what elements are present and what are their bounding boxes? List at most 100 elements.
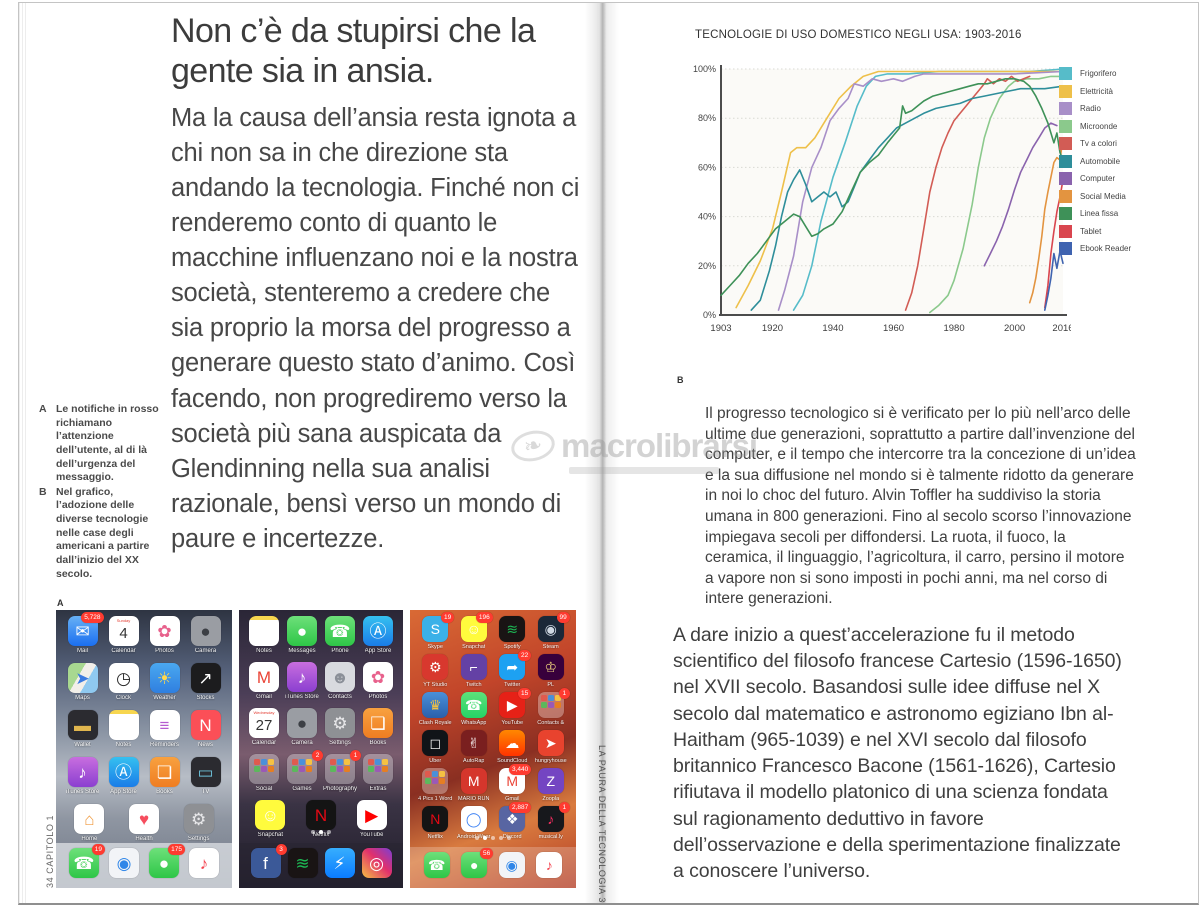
legend-swatch xyxy=(1059,242,1072,255)
app-label: Spotify xyxy=(503,644,521,650)
plot-background xyxy=(721,69,1063,315)
settings-icon-glyph: ⚙ xyxy=(191,809,207,829)
app-label: Wallet xyxy=(74,742,91,748)
app-row: ⚙ YT Studio ⌐ Twitch ➦ 22 Twitter ♔ PL xyxy=(416,650,571,692)
x-tick-label: 1980 xyxy=(943,323,964,334)
maps-icon-glyph: ➤ xyxy=(75,668,90,688)
computer-line xyxy=(983,122,1058,267)
camera-app-icon: ● xyxy=(190,616,221,646)
spotify-app-icon: ≋ xyxy=(287,848,318,878)
notes-app: Notes xyxy=(245,616,283,662)
app-store-app-icon: Ⓐ xyxy=(363,616,393,646)
steam-app-icon: ◉ 99 xyxy=(537,612,570,642)
iphone-c-screenshot: S 19 Skype ☺ 196 Snapchat ≋ Spotify ◉ 99 Steam ⚙ YT … xyxy=(410,610,576,888)
android-wear-app: ◯ Android Wear xyxy=(455,806,494,844)
right-body-small: Il progresso tecnologico si è verificato… xyxy=(705,405,1136,608)
app-row: ✉ 5,728 Mail Sunday 4 Calendar ✿ Photos ● Camera xyxy=(62,612,226,663)
safari-app-icon: ◉ xyxy=(498,852,525,878)
app-label: Discord xyxy=(502,834,522,840)
steam-icon-glyph: ◉ xyxy=(544,621,557,637)
app-label: Health xyxy=(135,836,153,842)
zoopla-icon-glyph: Z xyxy=(546,773,556,789)
games-app: 2 Games xyxy=(283,750,323,800)
page-edge xyxy=(19,3,26,903)
app-label: Steam xyxy=(542,644,559,650)
app-row: ♪ iTunes Store Ⓐ App Store ❏ Books ▭ TV xyxy=(62,757,226,804)
y-tick-label: 100% xyxy=(693,64,716,74)
folder-preview xyxy=(368,759,388,779)
app-label: Phone xyxy=(331,648,349,654)
gmail-icon-glyph: M xyxy=(506,773,519,789)
notification-badge: 175 xyxy=(168,844,185,855)
soundcloud-app-icon: ☁ xyxy=(499,730,526,756)
notes-app-icon xyxy=(249,616,279,646)
legend-label: Radio xyxy=(1080,104,1101,113)
spotify-app-icon: ≋ xyxy=(499,616,526,642)
messages-icon-glyph: ● xyxy=(470,857,479,873)
app-row: ⌂ Home ♥ Health ⚙ Settings xyxy=(62,804,226,851)
app-label: Notes xyxy=(115,742,132,748)
steam-app: ◉ 99 Steam xyxy=(532,612,571,654)
legend-label: Linea fissa xyxy=(1080,209,1119,218)
app-label: Social xyxy=(255,786,273,792)
legend-label: Microonde xyxy=(1080,121,1118,131)
home-icon-glyph: ⌂ xyxy=(84,809,95,829)
app-row: N Netflix ◯ Android Wear ❖ 2,887 Discord ♪ 1 musi… xyxy=(416,802,571,844)
app-label: Zoopla xyxy=(542,796,560,802)
notification-badge: 99 xyxy=(556,612,570,623)
legend-swatch xyxy=(1059,224,1072,238)
app-label: musical.ly xyxy=(538,834,563,840)
calendar-day-name: Sunday xyxy=(116,618,131,623)
photos-app-icon: ✿ xyxy=(149,616,180,646)
netflix-app-icon: N xyxy=(306,800,336,830)
legend-label: Ebook Reader xyxy=(1080,244,1132,253)
netflix-app: N Netflix xyxy=(296,800,347,846)
music-icon-glyph: ♪ xyxy=(199,853,209,873)
zoopla-app: Z Zoopla xyxy=(532,768,571,806)
4-pics-1-word-app-icon xyxy=(422,768,449,794)
safari-icon-glyph: ◉ xyxy=(505,857,518,873)
folder-preview xyxy=(425,771,446,791)
musical-ly-app: ♪ 1 musical.ly xyxy=(532,802,571,844)
pl-app: ♔ PL xyxy=(532,654,571,692)
mail-app: ✉ 5,728 Mail xyxy=(62,612,104,663)
contacts-app-icon: 1 xyxy=(537,688,570,718)
music-app-icon: ♪ xyxy=(189,848,219,878)
app-label: Extras xyxy=(369,786,387,792)
spotify-app: ≋Spotify xyxy=(284,848,321,878)
chart-legend: Frigorifero Elettricità Radio Microonde Tv a… xyxy=(1059,67,1131,255)
maps-app-icon: ➤ xyxy=(67,663,98,693)
youtube-app: ▶ 15 YouTube xyxy=(493,688,532,730)
calendar-app-icon: Sunday 4 xyxy=(108,616,139,646)
itunes-store-app-icon: ♪ xyxy=(67,757,98,787)
legend-swatch xyxy=(1059,84,1072,98)
contacts-app: ☻ Contacts xyxy=(321,662,359,708)
phone-icon-glyph: ☎ xyxy=(329,621,351,641)
app-label: Settings xyxy=(329,740,351,746)
social-app-icon xyxy=(249,754,279,784)
left-body-text: Ma la causa dell’ansia resta ignota a ch… xyxy=(171,104,580,553)
safari-icon-glyph: ◉ xyxy=(116,853,132,873)
book-photo-frame: Non c’è da stupirsi che la gente sia in … xyxy=(18,2,1199,905)
reminders-app: ≡ Reminders xyxy=(144,710,185,757)
messages-app: ●175Messages xyxy=(144,844,185,878)
x-tick-label: 2016 xyxy=(1052,323,1071,334)
safari-app-icon: ◉ xyxy=(109,848,139,878)
stocks-app: ↗ Stocks xyxy=(185,663,226,710)
clock-app-icon: ◷ xyxy=(108,663,139,693)
iphone-screenshots: ✉ 5,728 Mail Sunday 4 Calendar ✿ Photos ● Camera ➤… xyxy=(56,610,576,888)
folder-preview xyxy=(330,759,350,779)
tv-app-icon: ▭ xyxy=(190,757,221,787)
calendar-day-name: Wednesday xyxy=(253,710,275,715)
legend-label: Social Media xyxy=(1080,191,1126,201)
netflix-app-icon: N xyxy=(422,806,449,832)
netflix-app: N Netflix xyxy=(416,806,455,844)
app-row: 4 Pics 1 Word M MARIO RUN M 3,440 Gmail Z Zoopl… xyxy=(416,764,571,806)
calendar-icon-glyph: 4 xyxy=(119,624,128,642)
youtube-icon-glyph: ▶ xyxy=(506,697,518,713)
safari-app: ◉Safari xyxy=(104,848,144,878)
skype-app-icon: S 19 xyxy=(422,612,455,642)
notification-badge: 19 xyxy=(91,844,105,855)
wallet-icon-glyph: ▬ xyxy=(74,715,91,735)
books-app: ❏ Books xyxy=(144,757,185,804)
